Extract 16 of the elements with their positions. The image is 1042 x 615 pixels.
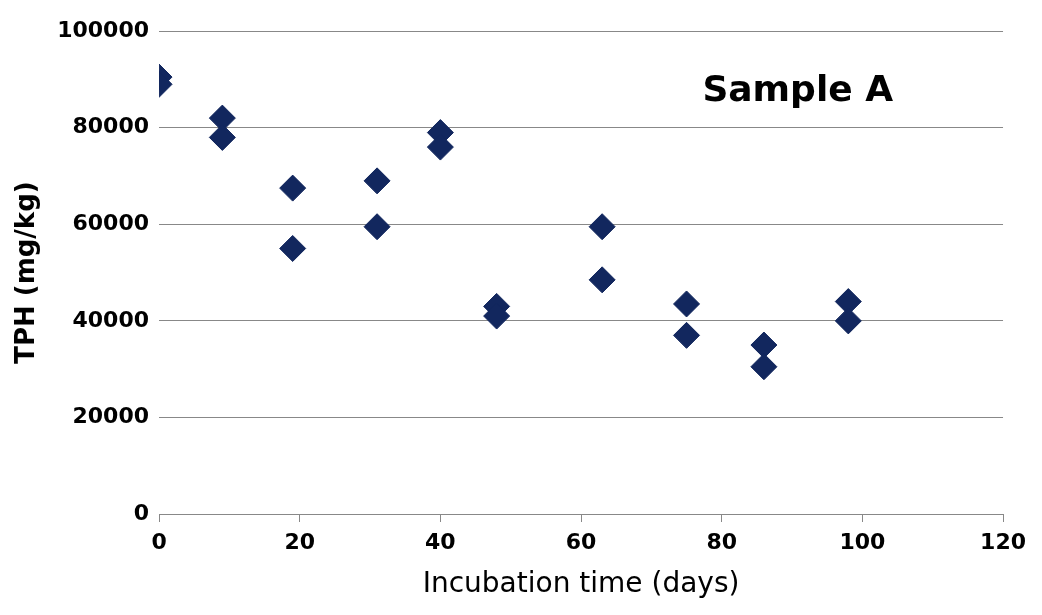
y-tick-label: 40000: [72, 306, 150, 332]
y-tick-label: 20000: [72, 403, 150, 429]
x-axis-title: Incubation time (days): [422, 566, 740, 600]
x-tick-label: 120: [980, 528, 1027, 554]
x-tick-label: 40: [425, 528, 456, 554]
annotation: Sample A: [702, 68, 894, 110]
y-tick-label: 0: [133, 499, 150, 525]
y-tick-label: 100000: [57, 16, 150, 42]
y-axis-title: TPH (mg/kg): [10, 181, 41, 364]
x-tick-label: 60: [565, 528, 597, 554]
y-tick-label: 80000: [72, 113, 150, 139]
x-tick-label: 0: [151, 528, 167, 554]
x-tick-label: 80: [706, 528, 738, 554]
x-tick-label: 100: [839, 528, 886, 554]
x-tick-label: 20: [284, 528, 316, 554]
y-tick-label: 60000: [72, 210, 150, 236]
